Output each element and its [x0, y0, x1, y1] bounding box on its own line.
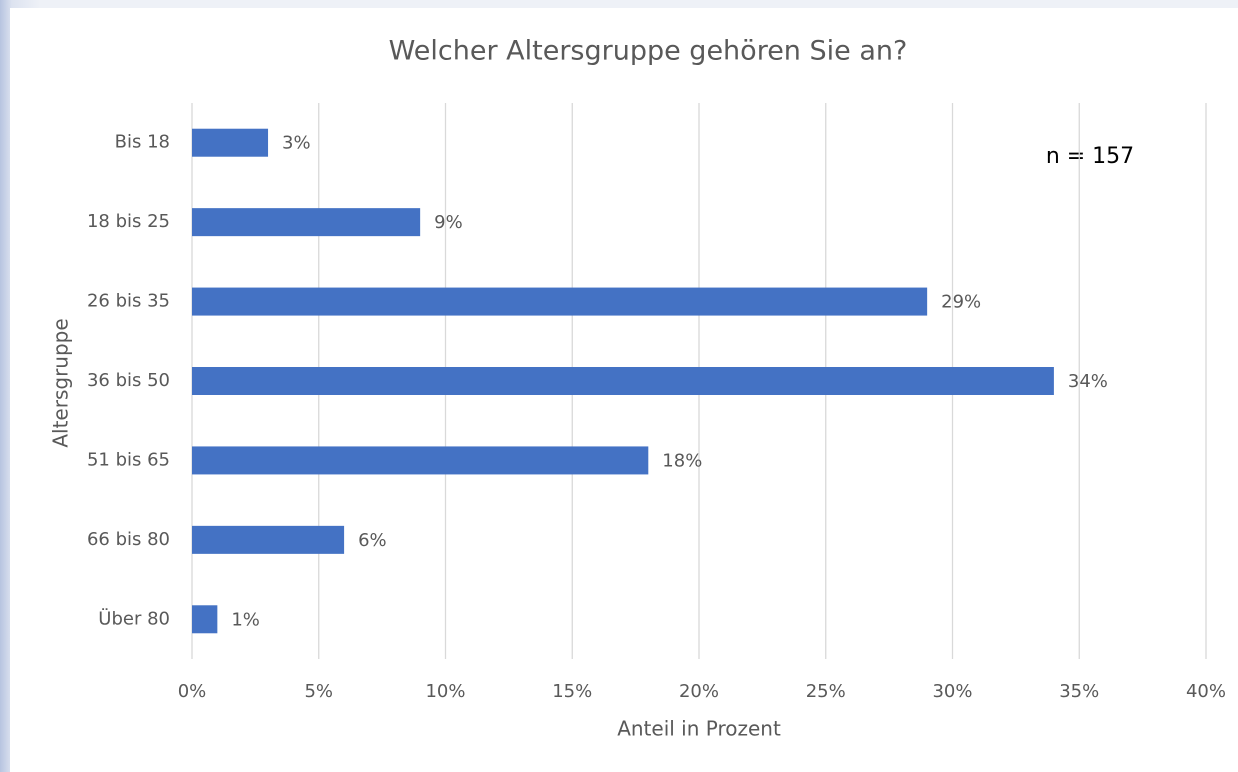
y-tick-label: Bis 18 — [115, 132, 170, 153]
bar — [192, 208, 421, 237]
annotation: n = 157 — [1046, 144, 1134, 169]
bar — [192, 525, 345, 554]
x-tick-label: 15% — [552, 681, 592, 702]
data-label: 1% — [231, 609, 260, 630]
data-label: 34% — [1068, 371, 1108, 392]
data-label: 18% — [662, 450, 702, 471]
x-tick-label: 5% — [304, 681, 333, 702]
bar — [192, 287, 928, 316]
data-label: 9% — [434, 212, 463, 233]
bar — [192, 446, 649, 475]
x-tick-label: 25% — [806, 681, 846, 702]
x-axis-label: Anteil in Prozent — [617, 717, 781, 741]
x-tick-label: 0% — [178, 681, 207, 702]
y-tick-label: 18 bis 25 — [87, 211, 170, 232]
chart-title: Welcher Altersgruppe gehören Sie an? — [389, 36, 908, 67]
y-tick-label: 66 bis 80 — [87, 529, 170, 550]
data-label: 6% — [358, 530, 387, 551]
data-label: 29% — [941, 292, 981, 313]
bar — [192, 605, 218, 634]
x-tick-label: 20% — [679, 681, 719, 702]
y-axis-label: Altersgruppe — [49, 318, 73, 447]
x-tick-label: 40% — [1186, 681, 1226, 702]
x-tick-label: 10% — [425, 681, 465, 702]
y-tick-label: 26 bis 35 — [87, 291, 170, 312]
bar — [192, 367, 1054, 395]
y-tick-label: Über 80 — [98, 607, 170, 629]
x-tick-label: 30% — [932, 681, 972, 702]
bar — [192, 128, 269, 157]
data-label: 3% — [282, 133, 311, 154]
x-tick-label: 35% — [1059, 681, 1099, 702]
y-tick-label: 36 bis 50 — [87, 370, 170, 391]
y-tick-label: 51 bis 65 — [87, 449, 170, 470]
